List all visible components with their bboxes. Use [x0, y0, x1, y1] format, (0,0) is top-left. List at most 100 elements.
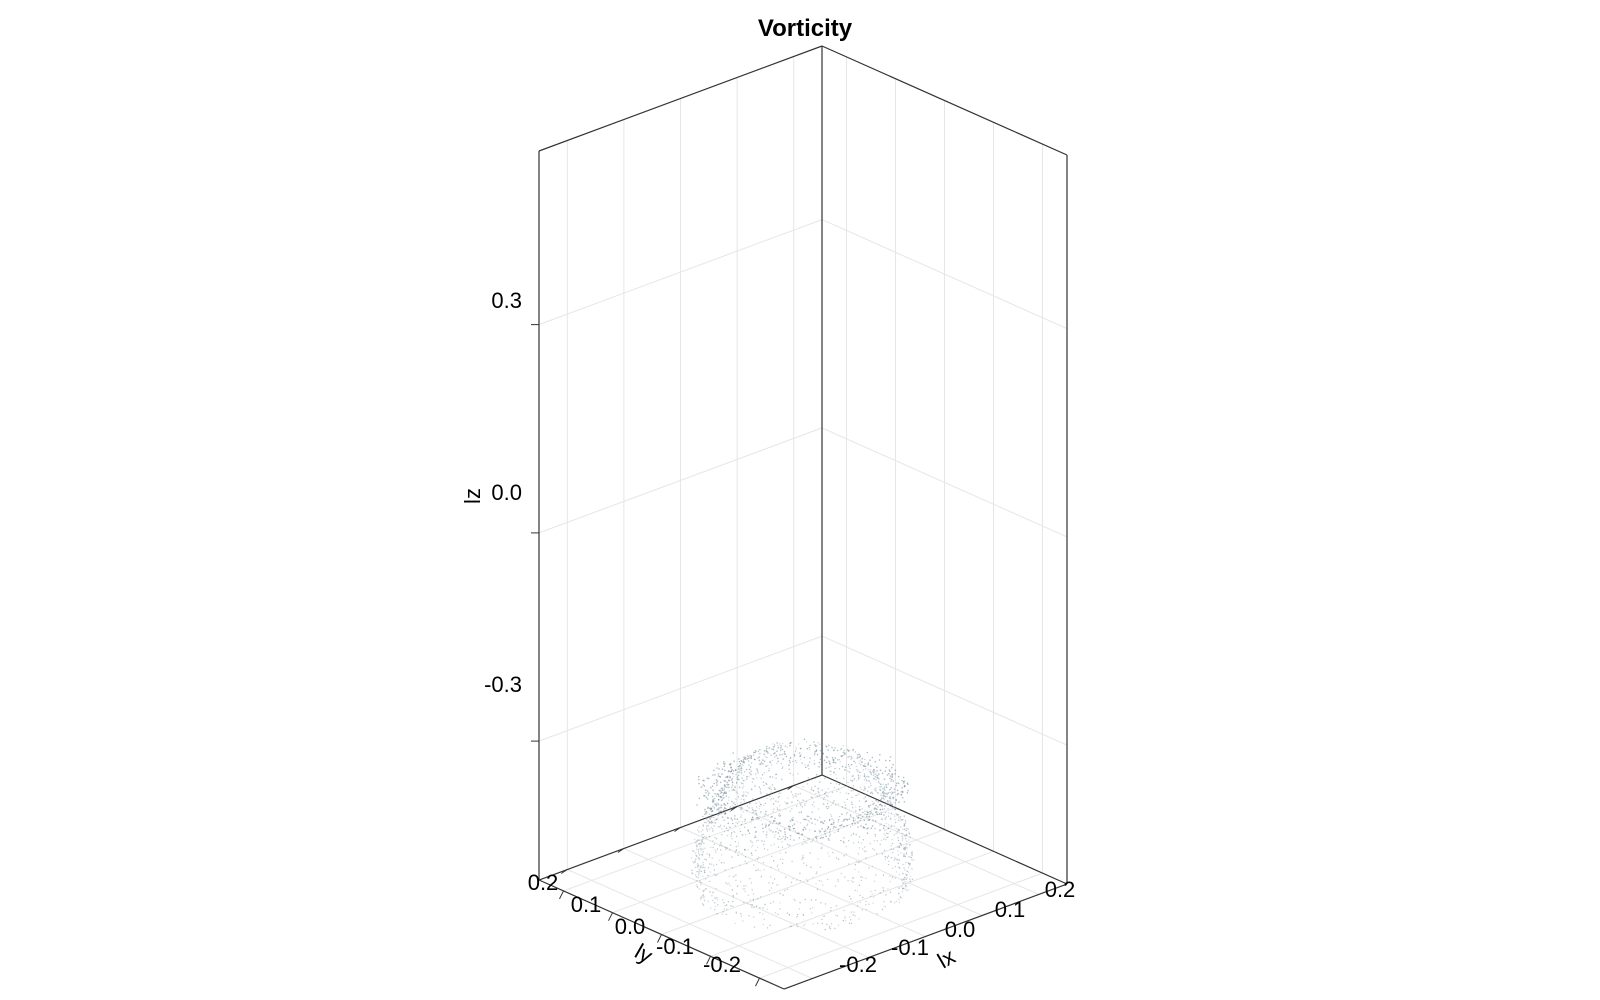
vorticity-point	[712, 821, 714, 824]
vorticity-point	[885, 792, 887, 795]
vorticity-point	[736, 771, 739, 774]
vorticity-point	[846, 770, 849, 772]
vorticity-point	[804, 923, 806, 925]
vorticity-point	[872, 848, 874, 850]
vorticity-point	[882, 887, 884, 889]
vorticity-point	[864, 810, 866, 812]
y-tick-label: -0.1	[656, 934, 694, 959]
vorticity-point	[770, 754, 772, 756]
vorticity-point	[815, 883, 817, 885]
vorticity-point	[868, 780, 871, 782]
vorticity-point	[747, 894, 749, 897]
vorticity-point	[732, 905, 734, 908]
vorticity-point	[694, 852, 697, 854]
vorticity-point	[830, 770, 832, 772]
vorticity-point	[830, 773, 832, 776]
vorticity-point	[716, 780, 719, 782]
vorticity-point	[735, 835, 738, 838]
vorticity-point	[734, 787, 736, 789]
vorticity-point	[816, 840, 818, 842]
vorticity-point	[722, 899, 724, 901]
vorticity-point	[719, 824, 722, 826]
vorticity-point	[714, 800, 716, 802]
vorticity-point	[779, 809, 781, 811]
vorticity-point	[879, 786, 881, 788]
vorticity-point	[739, 828, 741, 830]
vorticity-point	[822, 752, 824, 755]
vorticity-point	[751, 816, 754, 819]
vorticity-point	[904, 820, 907, 822]
vorticity-point	[721, 913, 723, 915]
vorticity-point	[861, 808, 863, 810]
vorticity-point	[695, 840, 698, 842]
vorticity-point	[733, 776, 735, 778]
vorticity-point	[781, 754, 783, 756]
vorticity-point	[718, 795, 720, 797]
vorticity-point	[775, 777, 777, 779]
vorticity-point	[867, 764, 870, 766]
vorticity-point	[696, 870, 698, 873]
vorticity-point	[737, 854, 739, 856]
vorticity-point	[904, 849, 906, 851]
vorticity-point	[764, 802, 767, 805]
vorticity-point	[717, 803, 719, 805]
vorticity-point	[820, 847, 822, 850]
vorticity-point	[901, 779, 903, 782]
vorticity-point	[798, 908, 801, 910]
vorticity-point	[747, 760, 750, 762]
vorticity-point	[891, 766, 893, 769]
vorticity-point	[748, 768, 751, 771]
vorticity-point	[702, 889, 704, 892]
vorticity-point	[830, 765, 832, 768]
vorticity-point	[869, 792, 872, 794]
vorticity-point	[719, 776, 722, 778]
vorticity-point	[911, 853, 913, 855]
vorticity-point	[742, 888, 744, 890]
vorticity-point	[700, 842, 703, 844]
vorticity-point	[868, 819, 871, 821]
vorticity-point	[707, 867, 710, 869]
vorticity-point	[864, 765, 867, 768]
vorticity-point	[772, 746, 775, 748]
vorticity-point	[890, 786, 892, 789]
vorticity-point	[704, 878, 707, 880]
vorticity-point	[789, 838, 792, 840]
vorticity-point	[806, 815, 809, 818]
vorticity-point	[724, 804, 727, 806]
vorticity-point	[695, 842, 697, 844]
vorticity-point	[746, 805, 749, 807]
vorticity-point	[840, 839, 842, 842]
vorticity-point	[833, 787, 836, 789]
vorticity-point	[843, 841, 845, 844]
vorticity-point	[740, 766, 742, 768]
vorticity-point	[732, 830, 735, 832]
vorticity-point	[775, 831, 777, 833]
vorticity-point	[792, 794, 794, 796]
vorticity-point	[712, 801, 714, 804]
vorticity-point	[777, 757, 779, 760]
vorticity-point	[751, 807, 753, 809]
vorticity-point	[726, 781, 729, 784]
vorticity-point	[759, 790, 761, 792]
vorticity-point	[735, 850, 737, 852]
vorticity-point	[881, 853, 884, 855]
y-tick-mark	[674, 827, 681, 832]
vorticity-point	[898, 846, 900, 849]
vorticity-point	[860, 817, 862, 820]
vorticity-point	[706, 816, 708, 819]
vorticity-point	[911, 878, 914, 880]
vorticity-point	[870, 810, 873, 812]
vorticity-point	[709, 863, 711, 865]
vorticity-point	[698, 857, 700, 859]
vorticity-point	[883, 788, 885, 791]
vorticity-point	[769, 799, 772, 801]
vorticity-point	[764, 813, 767, 815]
vorticity-point	[826, 756, 829, 759]
vorticity-point	[721, 816, 724, 818]
vorticity-point	[897, 828, 899, 830]
vorticity-point	[898, 845, 900, 847]
vorticity-point	[812, 923, 814, 925]
vorticity-point	[870, 827, 873, 829]
vorticity-point	[726, 883, 729, 885]
vorticity-point	[815, 899, 817, 901]
